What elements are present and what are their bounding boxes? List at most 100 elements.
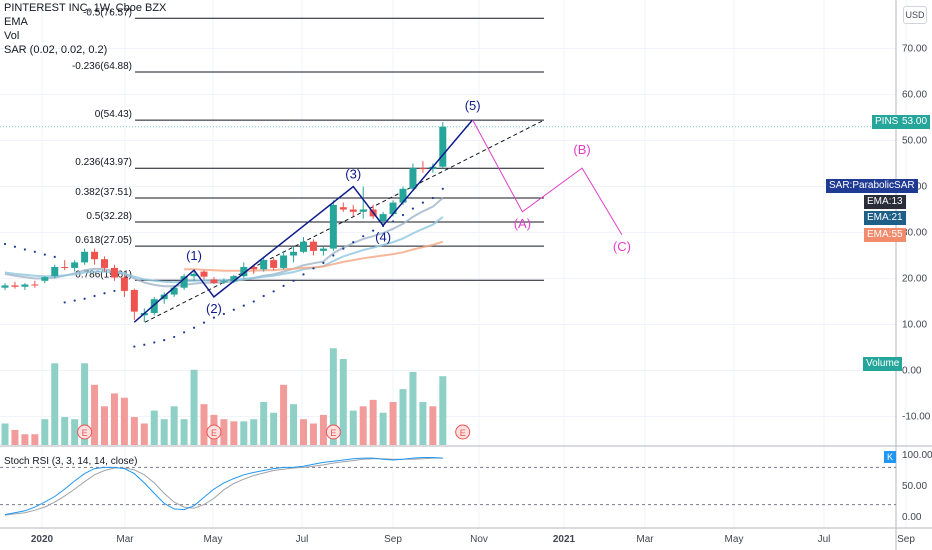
sar-legend[interactable]: SAR (0.02, 0.02, 0.2) <box>4 44 108 56</box>
earnings-marker-label: E <box>330 428 336 438</box>
fib-level-label: 0.382(37.51) <box>75 187 132 198</box>
candle-body <box>220 281 228 283</box>
candle-body <box>101 259 108 268</box>
volume-bar <box>300 419 307 445</box>
vol-legend[interactable]: Vol <box>4 30 20 42</box>
sar-dot <box>202 321 206 324</box>
ema21-badge: EMA:21 <box>864 211 906 225</box>
volume-bar <box>41 419 49 445</box>
stoch-legend[interactable]: Stoch RSI (3, 3, 14, 14, close) <box>4 456 138 467</box>
volume-bar <box>71 419 79 445</box>
volume-bar <box>389 402 397 445</box>
time-tick-label: Mar <box>116 534 134 545</box>
price-tick-label: 0.00 <box>902 366 922 377</box>
fib-level-label: 0(54.43) <box>95 109 132 120</box>
candle-body <box>260 260 268 270</box>
sar-dot <box>43 253 46 256</box>
volume-bar <box>110 393 118 445</box>
sar-dot <box>83 297 86 300</box>
ema-legend[interactable]: EMA <box>4 16 28 28</box>
price-tick-label: 30.00 <box>902 228 927 239</box>
earnings-marker-label: E <box>82 428 88 438</box>
candle-body <box>91 251 99 260</box>
stoch-d-line <box>4 457 443 516</box>
fib-level-label: 0.618(27.05) <box>75 235 132 246</box>
stoch-tick-label: 100.00 <box>902 450 932 461</box>
wave-label: (4) <box>375 230 391 245</box>
sar-dot <box>352 241 355 244</box>
sar-dot <box>53 255 56 258</box>
candle-body <box>389 202 397 215</box>
fib-retracement: -0.5(76.57) -0.236(64.88) 0(54.43) 0.236(43… <box>72 7 545 323</box>
candle-body <box>409 168 417 189</box>
volume-bar <box>359 406 367 445</box>
volume-bar <box>369 399 377 445</box>
volume-bar <box>200 404 208 445</box>
sar-dot <box>63 301 66 304</box>
candle-body <box>379 214 387 221</box>
price-tick-label: -10.00 <box>902 412 931 423</box>
candle-body <box>339 207 347 210</box>
volume-bar <box>419 402 427 445</box>
currency-button[interactable]: USD <box>903 6 927 24</box>
volume-bar <box>91 384 99 445</box>
time-tick-label: May <box>204 534 223 545</box>
wave-label: (5) <box>465 98 481 113</box>
candle-body <box>81 251 89 263</box>
sar-dot <box>13 245 17 248</box>
earnings-marker-label: E <box>460 428 466 438</box>
volume-bar <box>180 419 188 445</box>
candle-body <box>240 267 248 277</box>
volume-bar <box>21 434 29 445</box>
sar-dot <box>3 242 7 246</box>
volume-bar <box>280 384 288 445</box>
fib-trend-line <box>144 119 545 323</box>
sar-dot <box>222 312 225 316</box>
time-tick-label: Nov <box>470 534 488 545</box>
candle-body <box>280 255 288 268</box>
sar-dot <box>411 207 415 210</box>
price-tick-label: 70.00 <box>902 44 927 55</box>
sar-dot <box>242 304 245 307</box>
volume-bar <box>11 429 19 445</box>
candle-body <box>190 273 198 277</box>
candle-body <box>439 126 447 167</box>
ema55-badge: EMA:55 <box>864 228 906 242</box>
candle-body <box>61 267 69 268</box>
volume-bar <box>250 419 258 445</box>
volume-bar <box>260 402 268 445</box>
volume-bar <box>409 371 417 445</box>
time-tick-label: Jul <box>818 534 831 545</box>
earnings-marker <box>77 424 93 440</box>
sar-dot <box>113 289 116 293</box>
volume-bar <box>230 421 238 445</box>
candles-layer <box>1 122 447 323</box>
sar-dot <box>431 196 434 200</box>
stoch-k-badge: K <box>884 451 896 463</box>
volume-bar <box>429 406 437 445</box>
volume-bar <box>160 419 168 445</box>
candle-body <box>41 277 49 281</box>
volume-bar <box>399 389 407 445</box>
sar-dot <box>391 220 395 223</box>
candle-body <box>210 279 218 284</box>
volume-bar <box>349 410 357 445</box>
volume-bar <box>270 412 278 445</box>
candle-body <box>110 267 118 278</box>
projection-label: (A) <box>514 216 531 231</box>
candle-body <box>150 299 158 313</box>
volume-layer <box>1 348 447 445</box>
candle-body <box>290 251 298 256</box>
time-axis: 2020 Mar May Jul Sep Nov 2021 Mar May Jul Sep <box>31 534 915 545</box>
candle-body <box>120 277 128 291</box>
volume-bar <box>81 363 89 445</box>
candle-body <box>309 241 317 251</box>
sar-dot <box>212 316 216 319</box>
stoch-rsi-pane <box>0 457 896 516</box>
candle-body <box>170 287 178 295</box>
volume-bar <box>220 419 228 445</box>
projection-label: (C) <box>613 239 631 254</box>
earnings-marker-label: E <box>211 428 217 438</box>
